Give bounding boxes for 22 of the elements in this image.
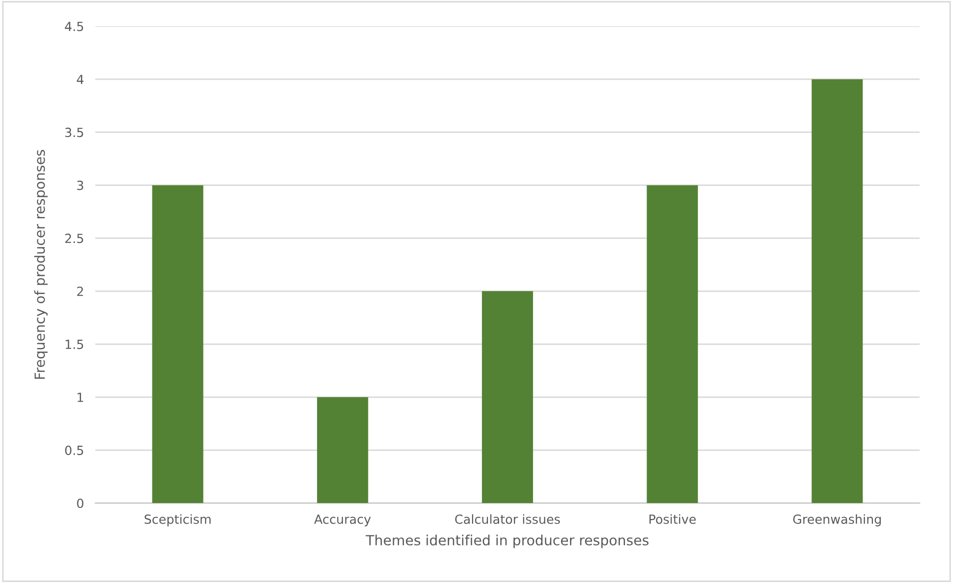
y-tick-label: 0	[77, 498, 84, 508]
y-axis-title: Frequency of producer responses	[34, 150, 48, 379]
y-tick-label: 4	[76, 74, 84, 84]
bar	[646, 185, 698, 504]
x-tick-label: Positive	[649, 514, 696, 524]
bar	[482, 291, 534, 504]
y-tick-label: 2.5	[65, 234, 84, 244]
y-tick-label: 4.5	[64, 22, 84, 32]
bar	[812, 79, 863, 504]
bar	[317, 397, 368, 504]
x-tick-label: Scepticism	[144, 514, 211, 526]
y-tick-label: 0.5	[65, 446, 84, 456]
y-tick-label: 2	[77, 286, 83, 296]
x-tick-label: Accuracy	[314, 514, 371, 526]
y-tick-label: 1.5	[66, 340, 84, 350]
x-tick-label: Greenwashing	[793, 514, 881, 526]
x-tick-label: Calculator issues	[455, 514, 560, 524]
y-tick-label: 3	[77, 180, 84, 190]
y-tick-label: 3.5	[65, 128, 84, 138]
x-axis-title: Themes identified in producer responses	[366, 534, 649, 548]
bar	[152, 185, 204, 504]
y-tick-label: 1	[78, 392, 84, 402]
